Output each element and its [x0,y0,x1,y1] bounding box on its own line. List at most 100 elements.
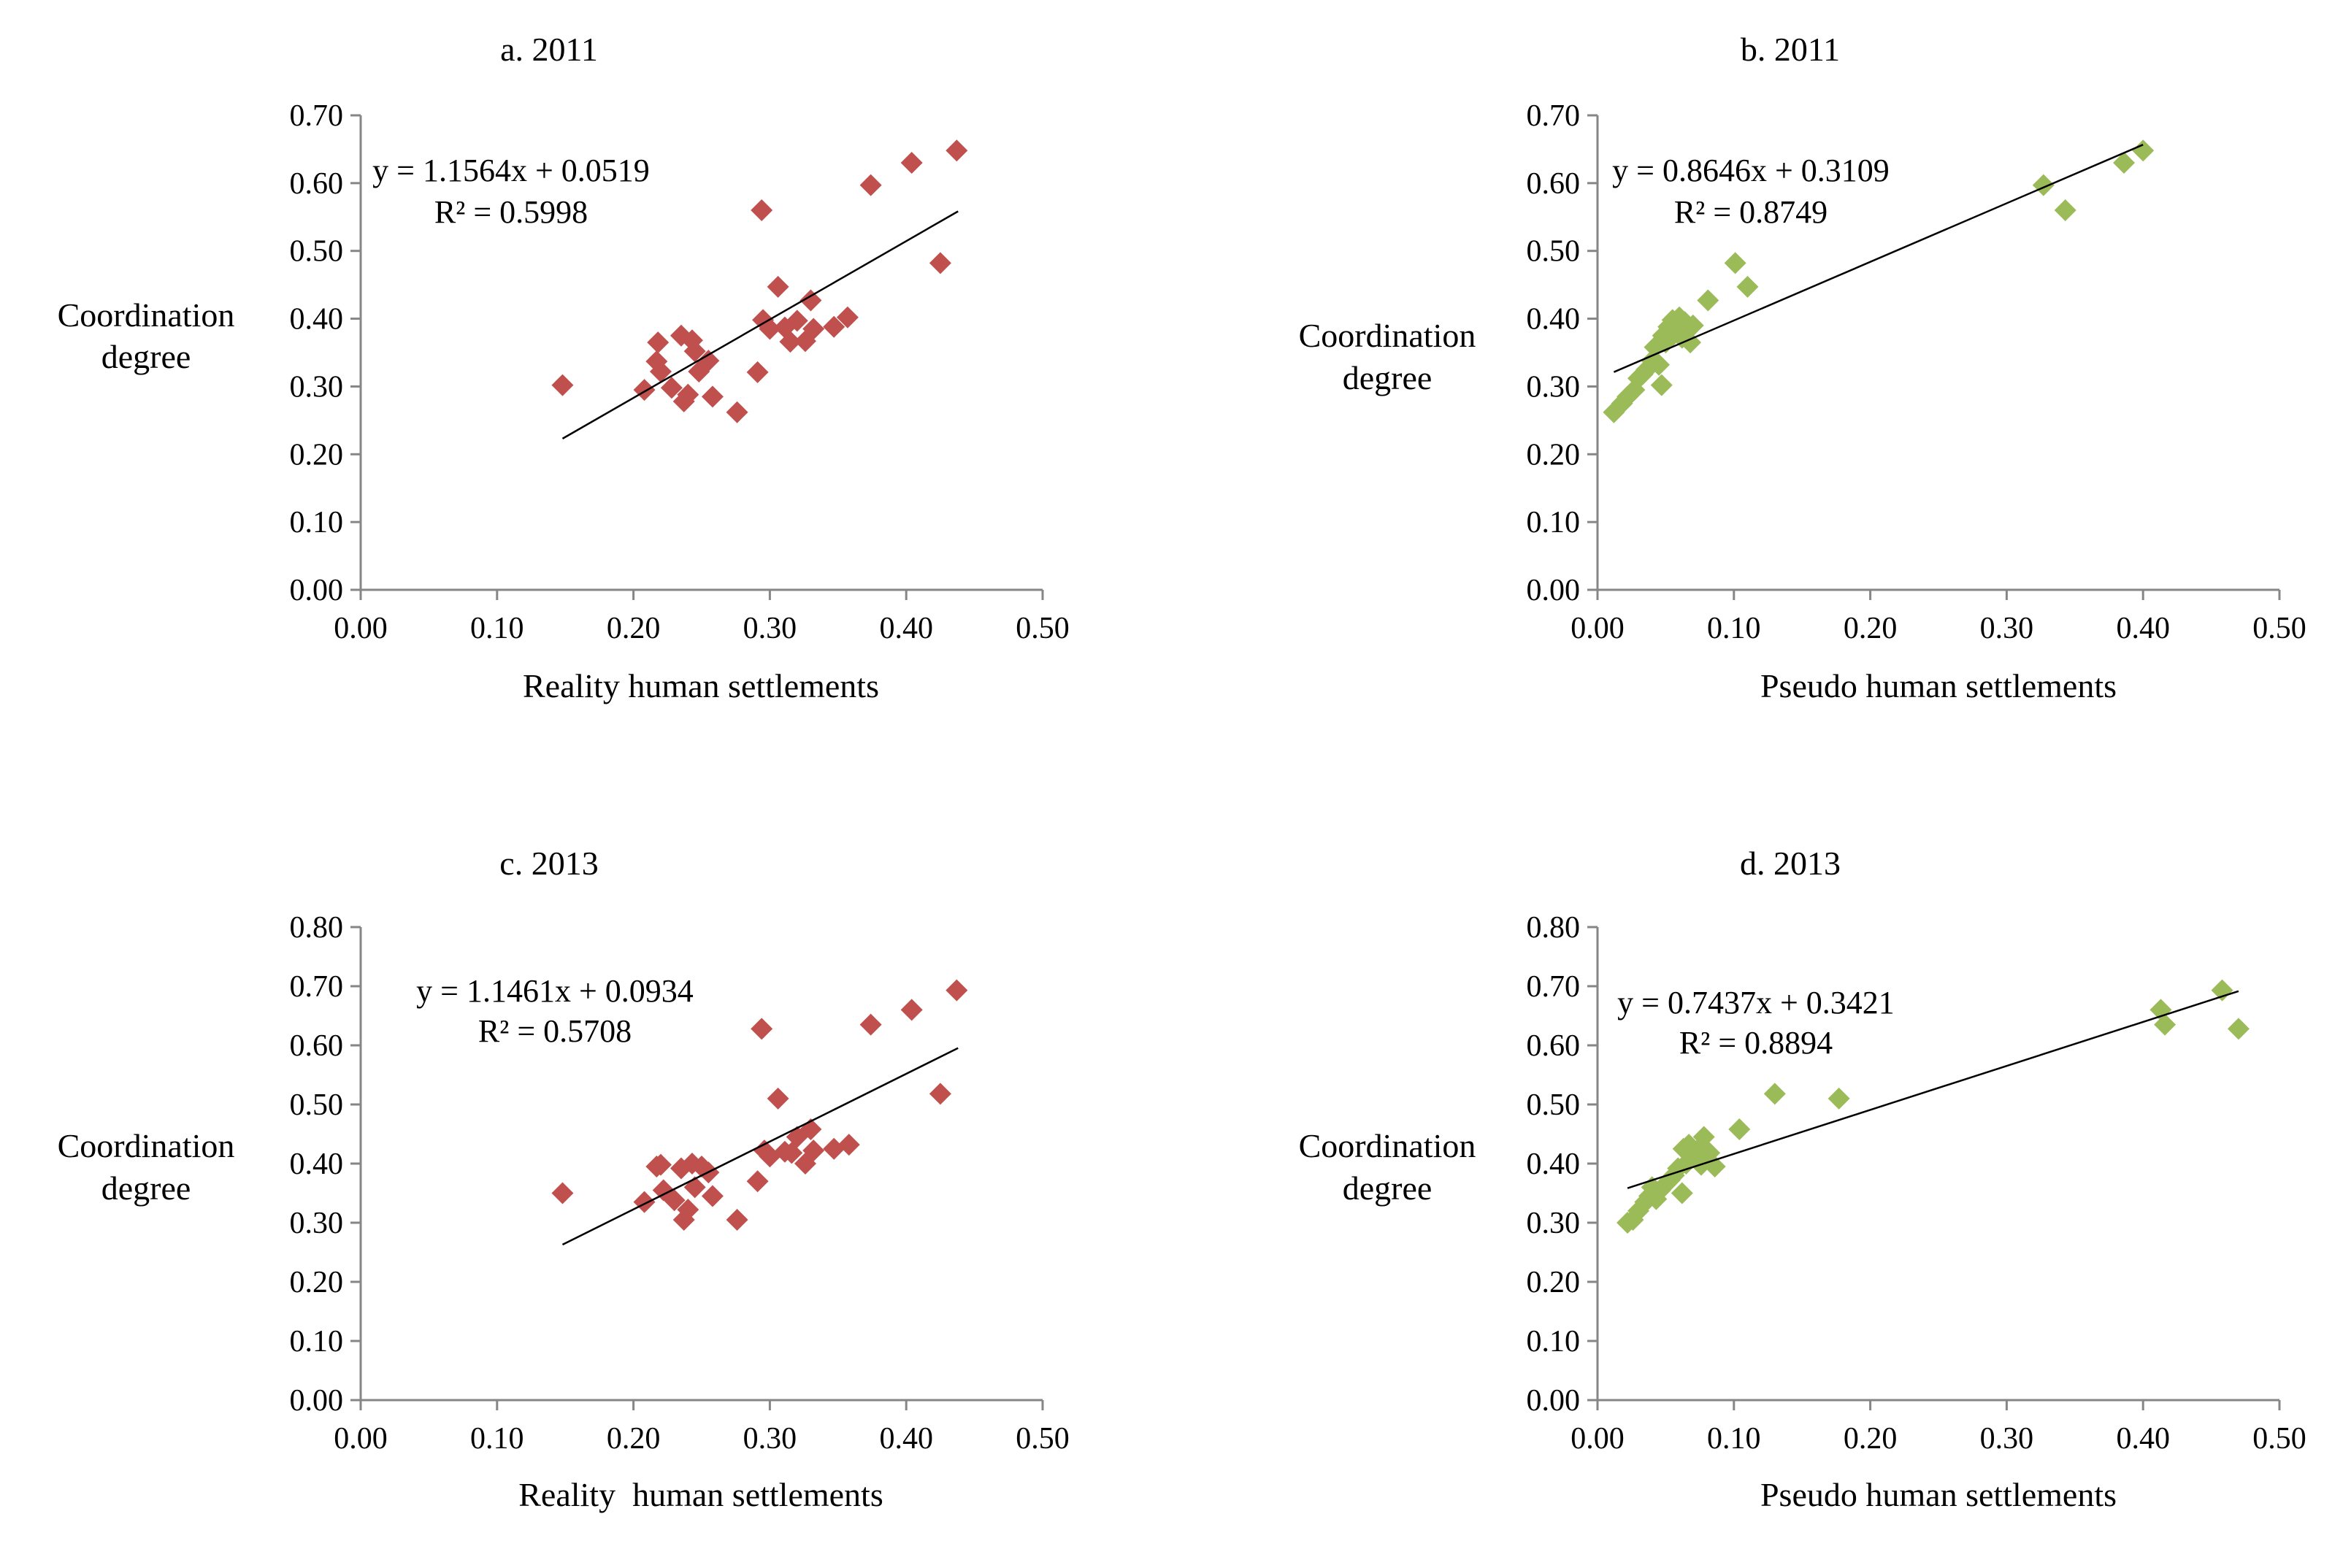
data-point-c-27 [837,1134,860,1156]
data-point-a-25 [802,318,825,340]
x-tick-label: 0.50 [1016,1422,1070,1456]
y-tick-label: 0.70 [290,99,344,133]
data-point-a-30 [929,252,951,274]
x-tick-label: 0.10 [470,612,524,645]
x-tick-label: 0.30 [743,1422,797,1456]
trendline-equation: y = 0.8646x + 0.3109 [1612,153,1890,188]
data-point-a-26 [823,315,845,338]
data-point-a-8 [677,383,699,406]
y-tick-label: 0.40 [290,1148,344,1181]
y-tick-label: 0.50 [290,235,344,269]
x-tick-label: 0.10 [1707,1422,1761,1456]
data-point-c-25 [802,1140,825,1162]
x-tick-label: 0.40 [879,612,933,645]
y-tick-label: 0.00 [290,1384,344,1418]
x-tick-label: 0.50 [1016,612,1070,645]
x-tick-label: 0.40 [2116,612,2170,645]
x-tick-label: 0.50 [2252,1422,2306,1456]
data-point-c-5 [663,1189,686,1212]
y-tick-label: 0.60 [290,167,344,201]
y-tick-label: 0.40 [1527,1148,1581,1181]
y-tick-label: 0.50 [290,1088,344,1122]
x-axis-title: Pseudo human settlements [1760,1476,2117,1513]
data-point-a-28 [859,174,882,196]
data-point-b-24 [1736,275,1759,298]
trendline [561,210,959,439]
data-point-c-15 [746,1170,769,1193]
data-point-a-29 [900,152,923,174]
data-point-c-16 [751,1018,773,1040]
data-point-a-13 [701,385,724,408]
x-tick-label: 0.20 [607,612,661,645]
chart-panel-b: b. 2011 0.00 0.10 0.20 0.30 0.40 0.50 0.60 0.70 0… [1299,31,2306,704]
y-tick-label: 0.30 [290,370,344,404]
y-axis-title-line-2: degree [1343,359,1433,396]
trendline-equation: y = 1.1461x + 0.0934 [416,973,694,1009]
data-point-c-0 [551,1182,574,1204]
y-tick-label: 0.50 [1527,235,1581,269]
data-point-b-28 [2132,139,2155,162]
data-point-c-14 [726,1208,748,1231]
data-point-a-10 [683,340,706,363]
data-point-d-22 [1728,1118,1751,1141]
chart-title: c. 2013 [499,845,598,882]
y-tick-label: 0.10 [1527,1325,1581,1358]
x-tick-label: 0.20 [607,1422,661,1456]
y-axis-title-line-1: Coordination [1299,1127,1476,1164]
data-point-a-0 [551,374,574,396]
y-tick-label: 0.80 [290,911,344,945]
x-tick-label: 0.00 [334,612,388,645]
data-point-c-31 [946,979,968,1002]
y-tick-label: 0.50 [1527,1088,1581,1122]
y-tick-label: 0.20 [290,438,344,472]
r-squared-label: R² = 0.8894 [1679,1025,1833,1061]
data-point-c-13 [701,1185,724,1207]
y-tick-label: 0.00 [290,574,344,607]
y-axis-title-line-1: Coordination [58,296,235,334]
y-tick-label: 0.70 [290,970,344,1004]
chart-title: a. 2011 [500,31,598,68]
data-point-c-30 [929,1083,951,1105]
y-tick-label: 0.10 [290,1325,344,1358]
chart-panel-a: a. 2011 0.00 0.10 0.20 0.30 0.40 0.50 0.60 0.70 0… [58,31,1070,704]
x-tick-label: 0.00 [1570,612,1625,645]
y-tick-label: 0.30 [1527,370,1581,404]
data-point-d-27 [2211,979,2233,1002]
y-tick-label: 0.20 [1527,1266,1581,1299]
x-axis-title: Reality human settlements [518,1476,883,1513]
x-tick-label: 0.30 [743,612,797,645]
chart-title: b. 2011 [1741,31,1840,68]
y-tick-label: 0.80 [1527,911,1581,945]
trendline-equation: y = 1.1564x + 0.0519 [372,153,650,188]
data-point-c-3 [649,1153,672,1176]
x-tick-label: 0.40 [879,1422,933,1456]
trendline [1627,990,2239,1189]
data-point-a-3 [647,331,670,354]
y-tick-label: 0.30 [290,1207,344,1240]
x-axis-title: Pseudo human settlements [1760,667,2117,704]
trendline [1613,144,2144,373]
y-axis-title-line-1: Coordination [58,1127,235,1164]
y-axis-title-line-1: Coordination [1299,317,1476,354]
data-point-b-9 [1648,353,1671,376]
r-squared-label: R² = 0.5708 [478,1013,632,1049]
r-squared-label: R² = 0.5998 [434,194,588,230]
y-tick-label: 0.20 [290,1266,344,1299]
data-point-b-10 [1650,374,1673,396]
y-tick-label: 0.00 [1527,574,1581,607]
chart-panel-c: c. 2013 0.00 0.10 0.20 0.30 0.40 0.50 0.60 0.70 0… [58,845,1070,1513]
data-point-d-23 [1763,1083,1786,1105]
x-axis-title: Reality human settlements [523,667,879,704]
data-point-a-15 [746,361,769,383]
y-tick-label: 0.60 [1527,167,1581,201]
x-tick-label: 0.10 [1707,612,1761,645]
data-point-b-26 [2054,199,2076,221]
data-point-c-8 [677,1199,699,1221]
data-point-a-22 [786,310,808,332]
y-tick-label: 0.70 [1527,970,1581,1004]
y-tick-label: 0.60 [290,1029,344,1063]
y-tick-label: 0.70 [1527,99,1581,133]
chart-title: d. 2013 [1740,845,1841,882]
data-point-a-21 [779,331,802,353]
